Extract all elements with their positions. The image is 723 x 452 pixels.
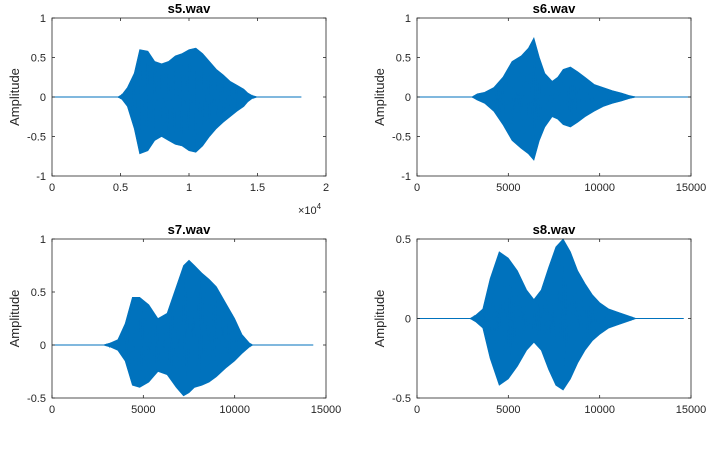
x-tick-label: 0 — [49, 404, 55, 416]
waveform-series — [52, 259, 314, 397]
x-tick-label: 5000 — [496, 404, 520, 416]
y-tick-label: 0.5 — [31, 287, 46, 299]
x-exponent-label: ×104 — [298, 202, 322, 217]
y-tick-label: 0 — [40, 340, 46, 352]
y-axis-label: Amplitude — [7, 290, 22, 348]
y-tick-label: 0 — [405, 314, 411, 326]
y-tick-label: 0 — [40, 92, 46, 104]
waveform-detail — [469, 246, 637, 382]
y-tick-label: -0.5 — [27, 132, 46, 144]
x-tick-label: 5000 — [496, 182, 520, 194]
x-tick-label: 1.5 — [250, 182, 265, 194]
x-tick-label: 0.5 — [113, 182, 128, 194]
subplot-2: 0 5000 10000 15000 -1 -0.5 0 0.5 1 s6.wav Amplitud… — [372, 1, 706, 194]
y-tick-label: -1 — [36, 171, 46, 183]
y-tick-label: 1 — [405, 13, 411, 25]
y-tick-label: -1 — [401, 171, 411, 183]
y-tick-label: 0.5 — [396, 234, 411, 246]
x-tick-label: 15000 — [676, 404, 707, 416]
x-tick-label: 0 — [414, 404, 420, 416]
subplot-title: s8.wav — [533, 222, 576, 237]
x-tick-label: 1 — [186, 182, 192, 194]
subplot-title: s7.wav — [168, 222, 211, 237]
x-tick-label: 15000 — [676, 182, 707, 194]
x-tick-label: 2 — [323, 182, 329, 194]
y-tick-label: 1 — [40, 13, 46, 25]
y-tick-label: -0.5 — [27, 393, 46, 405]
subplot-1: 0 0.5 1 1.5 2 -1 -0.5 0 0.5 1 s5.wav Amplitude ×104 — [7, 1, 329, 217]
y-tick-label: 1 — [40, 234, 46, 246]
y-tick-label: -0.5 — [392, 393, 411, 405]
x-tick-label: 10000 — [584, 182, 615, 194]
waveform-detail — [471, 50, 637, 148]
waveform-envelope — [417, 36, 691, 161]
axes-box — [51, 238, 327, 399]
x-tick-label: 10000 — [584, 404, 615, 416]
y-tick-label: 0.5 — [396, 53, 411, 65]
waveform-detail — [117, 50, 258, 151]
y-axis-label: Amplitude — [372, 290, 387, 348]
x-tick-label: 10000 — [219, 404, 250, 416]
y-tick-label: 0.5 — [31, 53, 46, 65]
x-tick-label: 0 — [49, 182, 55, 194]
waveform-detail — [103, 268, 254, 391]
x-tick-label: 5000 — [131, 404, 155, 416]
subplot-title: s5.wav — [168, 1, 211, 16]
waveform-envelope — [52, 259, 314, 397]
waveform-series — [417, 238, 684, 391]
waveform-series — [52, 47, 302, 155]
x-tick-label: 15000 — [311, 404, 342, 416]
waveform-series — [417, 36, 691, 161]
subplot-title: s6.wav — [533, 1, 576, 16]
y-tick-label: 0 — [405, 92, 411, 104]
y-axis-label: Amplitude — [372, 68, 387, 126]
y-axis-label: Amplitude — [7, 68, 22, 126]
x-tick-label: 0 — [414, 182, 420, 194]
y-tick-label: -0.5 — [392, 132, 411, 144]
